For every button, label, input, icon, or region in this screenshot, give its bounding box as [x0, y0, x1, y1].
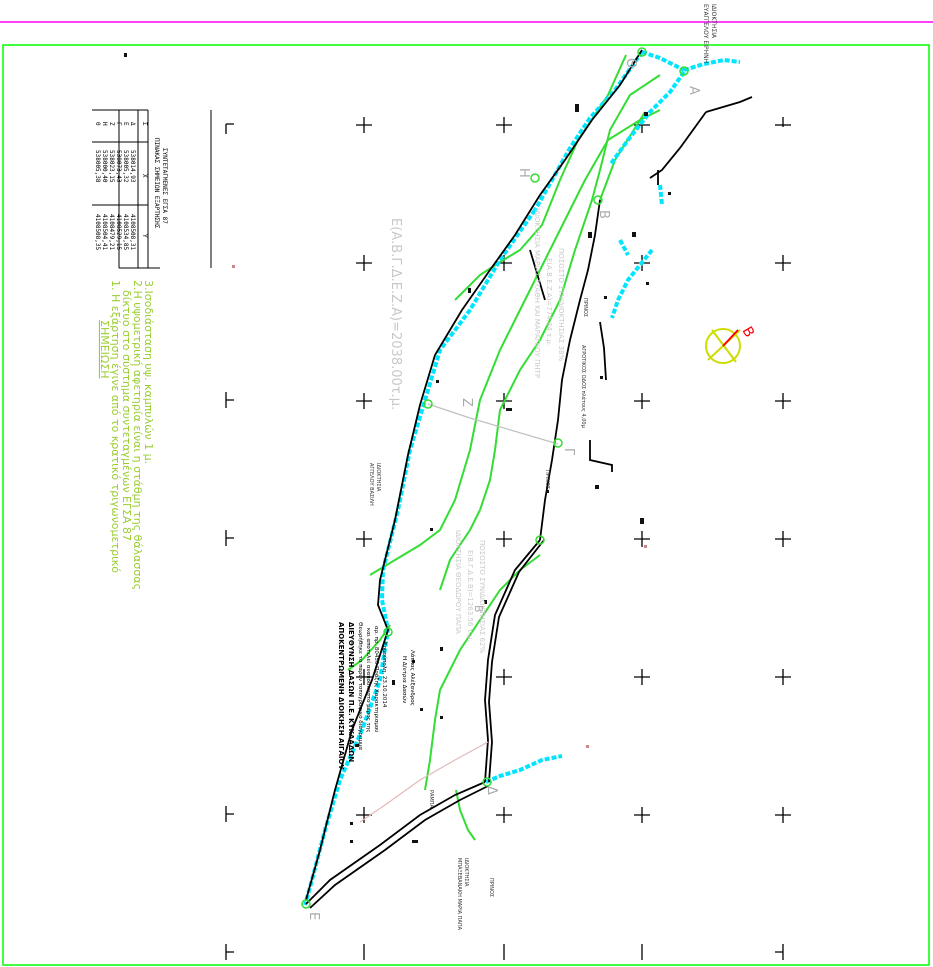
- road-label: ΑΓΡΟΤΙΚΟΣ ΟΔΟΣ πλάτους 4,00μ: [580, 345, 587, 429]
- svg-text:538073,43: 538073,43: [115, 150, 122, 183]
- svg-text:ΑΓΓΕΛΟΥ ΒΑΣΙΛΗ: ΑΓΓΕΛΟΥ ΒΑΣΙΛΗ: [368, 463, 374, 506]
- svg-text:4108479,21: 4108479,21: [108, 214, 115, 251]
- svg-text:δίκτυο στο σύστημα συντεταγμέν: δίκτυο στο σύστημα συντεταγμένων ΕΓΣΑ 87: [120, 290, 133, 541]
- svg-text:ΙΔΙΟΚΤΗΣΙΑ: ΙΔΙΟΚΤΗΣΙΑ: [710, 4, 717, 39]
- notes-block: ΣΗΜΕΙΩΣΗ 1. Η εξάρτηση έγινε από το κρατ…: [98, 280, 155, 590]
- svg-text:538005,38: 538005,38: [94, 150, 101, 183]
- owner-block-2: ΙΔΙΟΚΤΗΣΙΑ ΘΕΟΔΩΡΟΥ ΠΑΠΑ Ε(Β.Γ.Δ.Ε.Β)=12…: [454, 530, 486, 653]
- svg-text:Θ: Θ: [94, 122, 101, 126]
- authority-stamp: ΑΠΟΚΕΝΤΡΩΜΕΝΗ ΔΙΟΙΚΗΣΗ ΑΙΓΑΙΟΥ ΔΙΕΥΘΥΝΣΗ…: [337, 622, 416, 770]
- grid-crosses: [225, 117, 791, 960]
- contour-lines: [347, 54, 661, 841]
- svg-text:1. Η εξάρτηση έγινε από το κρα: 1. Η εξάρτηση έγινε από το κρατικό τριγω…: [109, 280, 122, 573]
- svg-text:Η Δ/ντρια Δασών: Η Δ/ντρια Δασών: [401, 656, 408, 703]
- svg-text:Θεωρήθηκε το παρόν τοπογραφικό: Θεωρήθηκε το παρόν τοπογραφικό διάγραμμα: [357, 622, 364, 751]
- svg-text:Θ: Θ: [623, 58, 638, 68]
- svg-text:Δ: Δ: [129, 122, 136, 126]
- svg-text:αρ. πρ. 80450 Πράξης Χαρακτηρι: αρ. πρ. 80450 Πράξης Χαρακτηρισμού: [373, 626, 380, 732]
- coordinates-table: ΠΙΝΑΚΑΣ ΣΗΜΕΙΩΝ ΕΞΑΡΤΗΣΗΣ ΣΥΝΤΕΤΑΓΜΕΝΕΣ …: [92, 109, 212, 269]
- owner-top-right: ΙΔΙΟΚΤΗΣΙΑ ΕΥΑΓΓΕΛΟΥ ΕΙΡΗΝΗ: [702, 4, 717, 63]
- svg-text:4108504,41: 4108504,41: [101, 214, 108, 251]
- svg-text:2.Η υψομετρική αφετηρία είναι: 2.Η υψομετρική αφετηρία είναι η στάθμη τ…: [131, 280, 144, 590]
- svg-text:Λάππας Αλέξανδρος: Λάππας Αλέξανδρος: [409, 650, 416, 706]
- owner-bottom-place: ΠΡΙΝΟΣ: [488, 878, 494, 897]
- svg-text:Y: Y: [141, 234, 148, 238]
- svg-text:ΙΔΙΟΚΤΗΣΙΑ ΜΑΡΙΑΣ ΣΤΑΘΗ ΚΑΙ ΜΑ: ΙΔΙΟΚΤΗΣΙΑ ΜΑΡΙΑΣ ΣΤΑΘΗ ΚΑΙ ΜΑΡΑΓΚΟΥ ΠΗΤ…: [533, 208, 541, 378]
- svg-text:ΣΥΝΤΕΤΑΓΜΕΝΕΣ ΕΓΣΑ 87: ΣΥΝΤΕΤΑΓΜΕΝΕΣ ΕΓΣΑ 87: [161, 148, 168, 224]
- svg-text:Η: Η: [516, 168, 531, 178]
- svg-text:Α: Α: [686, 86, 701, 95]
- owner-block-2-place: ΠΡΙΝΟΣ: [544, 470, 550, 489]
- svg-text:ΜΠΑΞΕΒΑΝΑΚΗ ΜΑΡΙΑ ΠΑΠΑ: ΜΠΑΞΕΒΑΝΑΚΗ ΜΑΡΙΑ ΠΑΠΑ: [456, 858, 462, 931]
- vertex-letters: Θ Α Β Γ Δ Ε Ζ Η: [306, 58, 701, 920]
- svg-text:ΔΙΕΥΘΥΝΣΗ ΔΑΣΩΝ Π.Ε. ΚΥΚΛΑΔΩΝ: ΔΙΕΥΘΥΝΣΗ ΔΑΣΩΝ Π.Ε. ΚΥΚΛΑΔΩΝ: [347, 622, 355, 762]
- svg-text:Ε(Α.Β.Ε.Ζ.Α)=774,44 τ.μ.: Ε(Α.Β.Ε.Ζ.Α)=774,44 τ.μ.: [545, 258, 553, 346]
- svg-text:Γ: Γ: [561, 448, 576, 456]
- svg-text:ΠΟΣΟΣΤΟ ΣΥΝΙΔΙΟΚΤΗΣΙΑΣ 38%: ΠΟΣΟΣΤΟ ΣΥΝΙΔΙΟΚΤΗΣΙΑΣ 38%: [557, 248, 565, 361]
- svg-text:4108534,85: 4108534,85: [122, 214, 129, 251]
- owner-block-1-place: ΠΡΙΝΟΣ: [582, 298, 588, 317]
- svg-text:ΙΔΙΟΚΤΗΣΙΑ: ΙΔΙΟΚΤΗΣΙΑ: [375, 463, 381, 492]
- svg-text:538005,32: 538005,32: [122, 150, 129, 183]
- notes-header: ΣΗΜΕΙΩΣΗ: [98, 320, 111, 379]
- svg-text:ΠΟΣΟΣΤΟ ΣΥΝΙΔΙΟΚΤΗΣΙΑΣ 62%: ΠΟΣΟΣΤΟ ΣΥΝΙΔΙΟΚΤΗΣΙΑΣ 62%: [478, 540, 486, 653]
- svg-text:Ε(Β.Γ.Δ.Ε.Β)=1263.56 τ.μ.: Ε(Β.Γ.Δ.Ε.Β)=1263.56 τ.μ.: [466, 550, 474, 642]
- svg-text:Ε: Ε: [122, 122, 129, 126]
- svg-text:Γ: Γ: [115, 122, 122, 126]
- ramp-label: ΡΑΜΠΑ: [428, 790, 434, 809]
- svg-text:4108508,31: 4108508,31: [129, 214, 136, 251]
- svg-text:4108508,35: 4108508,35: [94, 214, 101, 251]
- svg-text:Η: Η: [101, 122, 108, 126]
- svg-text:Σ: Σ: [141, 122, 148, 126]
- svg-text:Β: Β: [596, 210, 611, 219]
- vertex-markers: [301, 47, 689, 909]
- svg-text:4108529,15: 4108529,15: [115, 214, 122, 251]
- svg-text:ΙΔΙΟΚΤΗΣΙΑ: ΙΔΙΟΚΤΗΣΙΑ: [463, 858, 469, 887]
- svg-text:ΙΔΙΟΚΤΗΣΙΑ ΘΕΟΔΩΡΟΥ ΠΑΠΑ: ΙΔΙΟΚΤΗΣΙΑ ΘΕΟΔΩΡΟΥ ΠΑΠΑ: [454, 530, 462, 634]
- svg-text:X: X: [141, 174, 148, 178]
- owner-block-1: ΙΔΙΟΚΤΗΣΙΑ ΜΑΡΙΑΣ ΣΤΑΘΗ ΚΑΙ ΜΑΡΑΓΚΟΥ ΠΗΤ…: [533, 208, 565, 378]
- map-symbols: [124, 53, 671, 843]
- svg-text:538000,40: 538000,40: [101, 150, 108, 183]
- vertex-letter-extra: Β: [472, 605, 485, 613]
- svg-text:Ερμούπολη, 23.10.2014: Ερμούπολη, 23.10.2014: [381, 642, 388, 708]
- north-arrow: B: [705, 324, 757, 364]
- svg-text:Ε: Ε: [306, 912, 321, 920]
- parcel-lines: [305, 49, 753, 909]
- svg-text:538023,15: 538023,15: [108, 150, 115, 183]
- svg-text:ΕΥΑΓΓΕΛΟΥ ΕΙΡΗΝΗ: ΕΥΑΓΓΕΛΟΥ ΕΙΡΗΝΗ: [702, 4, 709, 63]
- svg-text:3.Ισοδιάσταση υψ. καμπυλών 1 μ: 3.Ισοδιάσταση υψ. καμπυλών 1 μ.: [142, 280, 155, 464]
- svg-text:Δ: Δ: [484, 786, 499, 795]
- svg-text:Ζ: Ζ: [459, 398, 474, 407]
- owner-left: ΙΔΙΟΚΤΗΣΙΑ ΑΓΓΕΛΟΥ ΒΑΣΙΛΗ: [368, 463, 381, 506]
- svg-text:538014,93: 538014,93: [129, 150, 136, 183]
- svg-text:ΑΠΟΚΕΝΤΡΩΜΕΝΗ ΔΙΟΙΚΗΣΗ ΑΙΓΑΙΟΥ: ΑΠΟΚΕΝΤΡΩΜΕΝΗ ΔΙΟΙΚΗΣΗ ΑΙΓΑΙΟΥ: [337, 622, 345, 770]
- map-frame: [2, 44, 930, 966]
- owner-bottom: ΙΔΙΟΚΤΗΣΙΑ ΜΠΑΞΕΒΑΝΑΚΗ ΜΑΡΙΑ ΠΑΠΑ: [456, 858, 469, 931]
- svg-text:ΠΙΝΑΚΑΣ ΣΗΜΕΙΩΝ ΕΞΑΡΤΗΣΗΣ: ΠΙΝΑΚΑΣ ΣΗΜΕΙΩΝ ΕΞΑΡΤΗΣΗΣ: [153, 138, 160, 229]
- cyan-boundaries: [303, 50, 741, 906]
- svg-text:Ζ: Ζ: [108, 122, 115, 126]
- grey-lines: [359, 403, 559, 823]
- svg-text:και αποτελεί αναπόσπαστο μέρος: και αποτελεί αναπόσπαστο μέρος της: [365, 628, 372, 733]
- area-label: Ε(Α.Β.Γ.Δ.Ε.Ζ.Α)=2038.00τ.μ.: [388, 218, 403, 410]
